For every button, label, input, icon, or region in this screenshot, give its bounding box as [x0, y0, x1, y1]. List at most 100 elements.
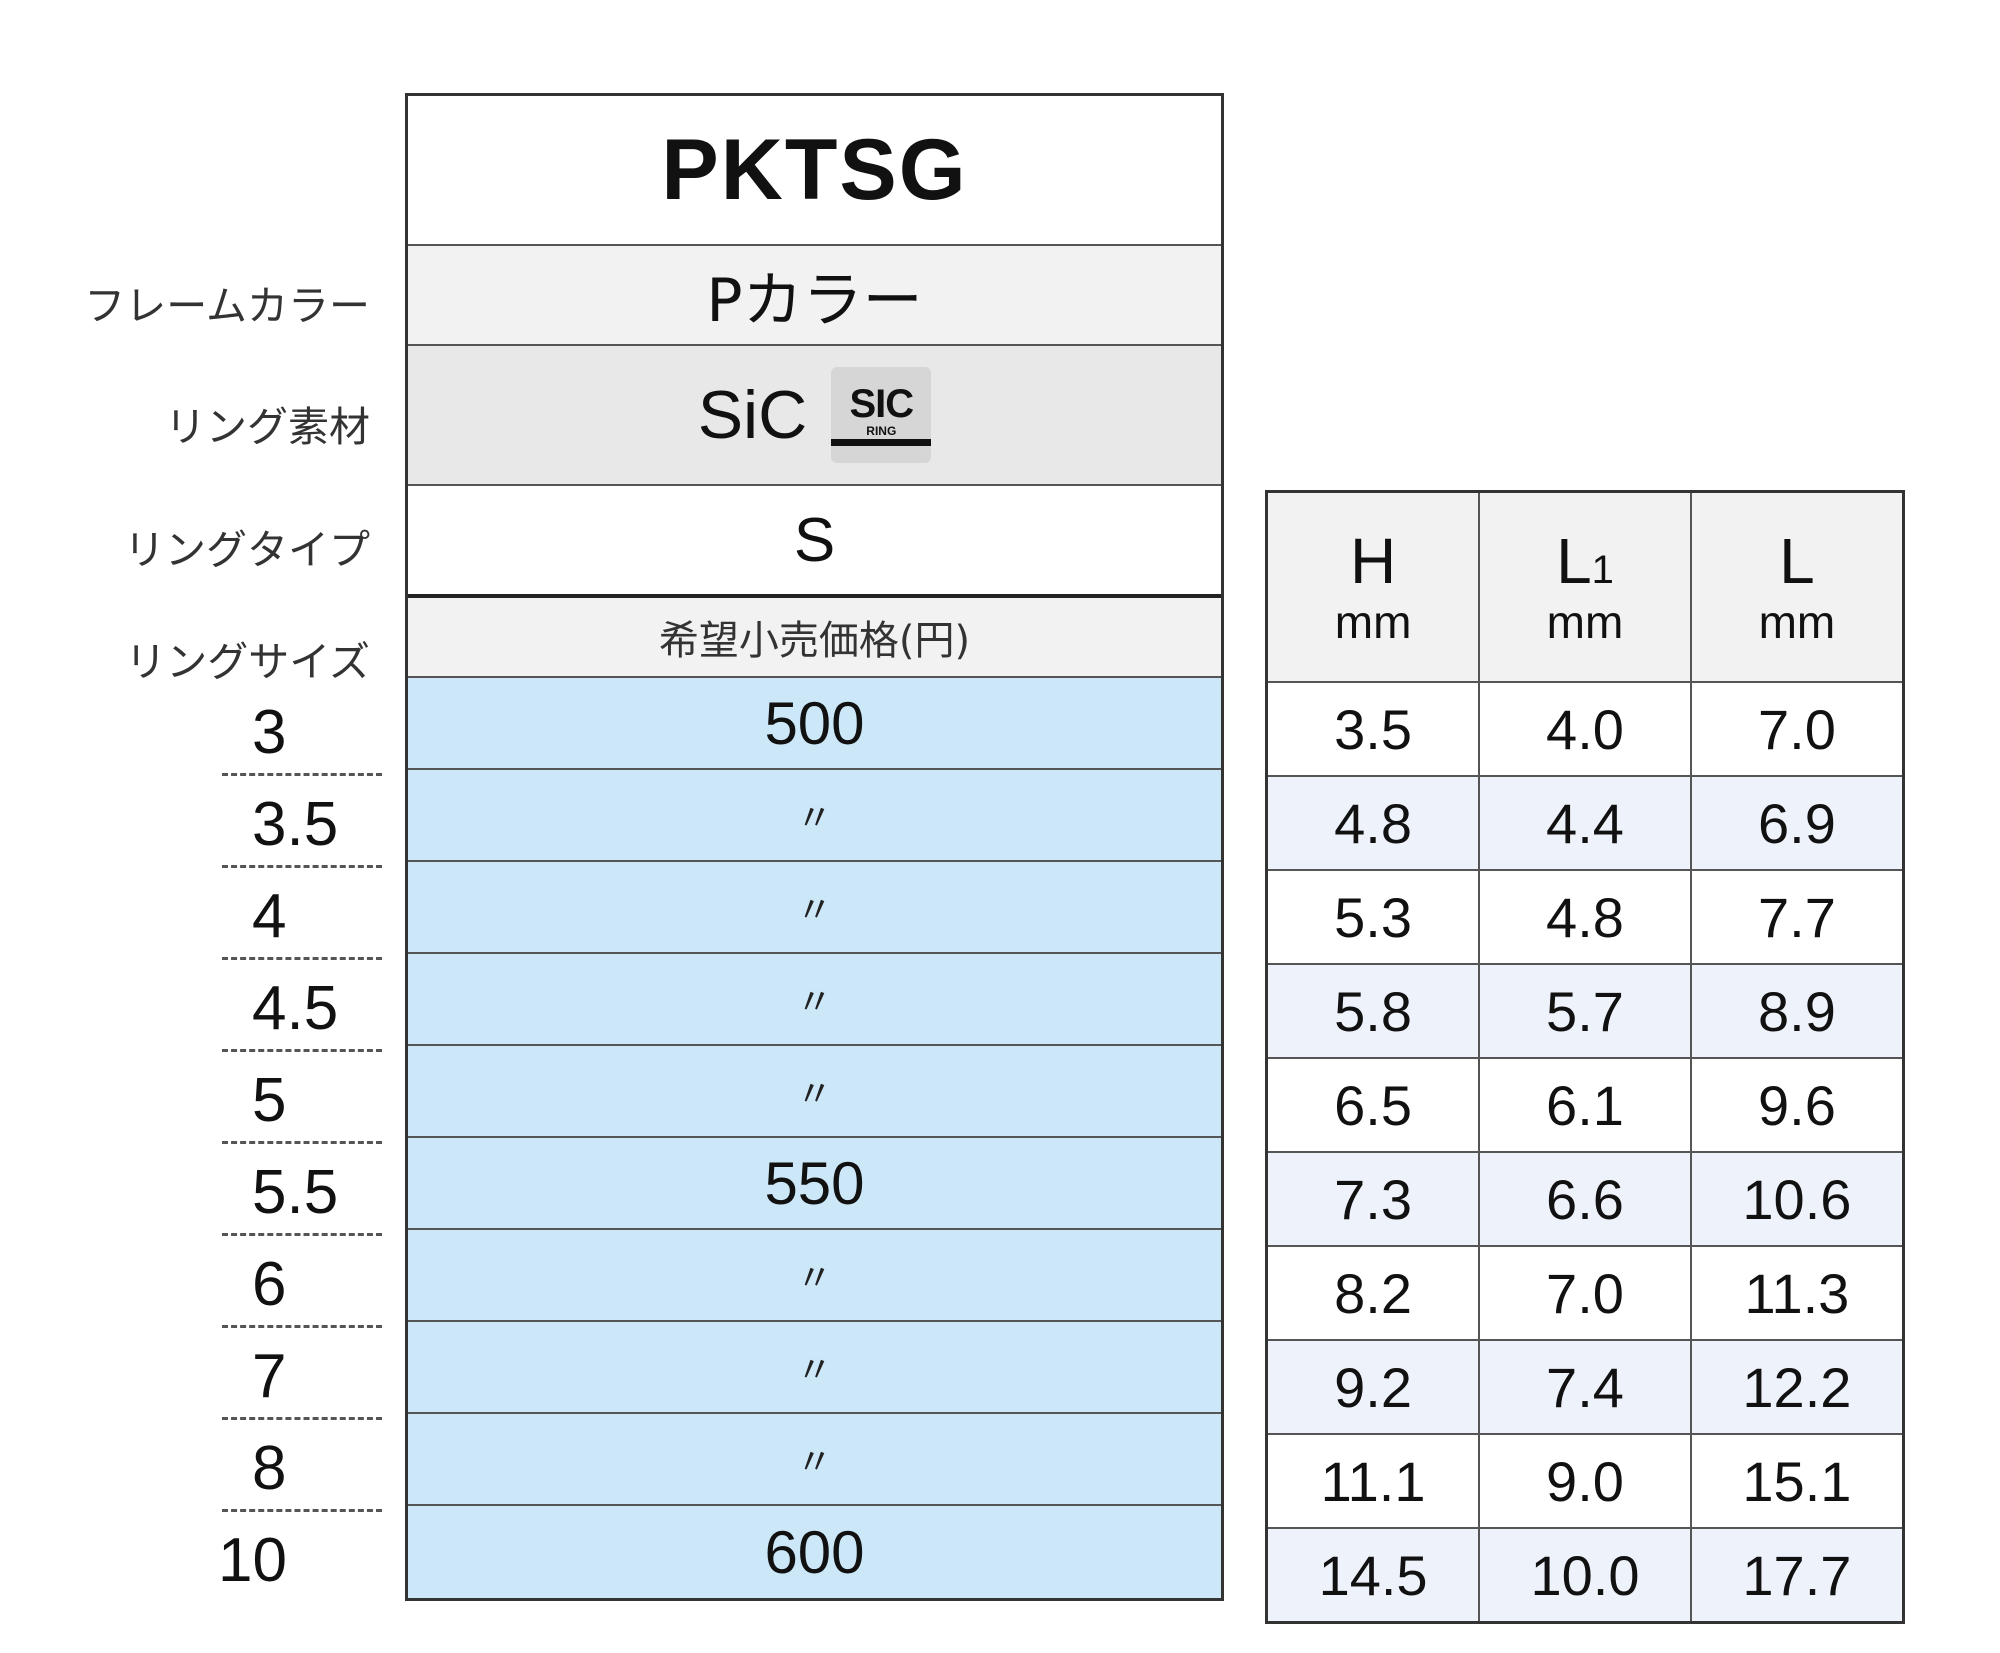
sic-ring-logo-icon: SIC RING: [831, 367, 932, 463]
dimension-cell: 17.7: [1689, 1527, 1905, 1624]
dimension-cell: 8.2: [1265, 1245, 1481, 1341]
table-row: 14.5 10.0 17.7: [1265, 1527, 1905, 1624]
size-divider: [222, 1417, 382, 1420]
dimension-cell: 4.8: [1478, 869, 1692, 965]
ditto-mark: 〃: [796, 1258, 833, 1299]
dimension-cell: 6.5: [1265, 1057, 1481, 1153]
size-divider: [222, 865, 382, 868]
label-ring-material: リング素材: [165, 403, 370, 451]
ditto-mark: 〃: [796, 798, 833, 839]
price-cell: 〃: [408, 770, 1221, 862]
sic-logo-subtext: RING: [866, 424, 897, 438]
dimension-header-name: L: [1779, 525, 1815, 597]
price-value: 500: [764, 689, 865, 757]
dimension-header-cell: L1 mm: [1478, 490, 1692, 683]
dimension-cell: 15.1: [1689, 1433, 1905, 1529]
dimension-cell: 9.0: [1478, 1433, 1692, 1529]
ring-size-label: 4: [252, 882, 287, 951]
price-cell: 〃: [408, 1414, 1221, 1506]
ring-size-label: 10: [218, 1526, 287, 1595]
price-value: 550: [764, 1149, 865, 1217]
size-divider: [222, 1325, 382, 1328]
dimension-cell: 3.5: [1265, 681, 1481, 777]
price-cell: 〃: [408, 954, 1221, 1046]
ring-size-label: 5.5: [252, 1158, 339, 1227]
size-divider: [222, 957, 382, 960]
price-value: 600: [764, 1518, 865, 1586]
dimension-cell: 11.3: [1689, 1245, 1905, 1341]
label-ring-type: リングタイプ: [124, 526, 370, 574]
dimension-header-unit: mm: [1334, 596, 1412, 648]
dimension-header-subscript: 1: [1591, 548, 1614, 592]
dimension-cell: 5.3: [1265, 869, 1481, 965]
dimension-cell: 5.7: [1478, 963, 1692, 1059]
table-row: 7.3 6.6 10.6: [1265, 1151, 1905, 1247]
dimension-cell: 8.9: [1689, 963, 1905, 1059]
label-ring-size: リングサイズ: [125, 638, 370, 686]
table-row: 5.3 4.8 7.7: [1265, 869, 1905, 965]
dimension-cell: 9.2: [1265, 1339, 1481, 1435]
price-table: PKTSG Pカラー SiC SIC RING S 希望小売価格(円) 500 〃…: [405, 93, 1224, 1601]
dimension-header-unit: mm: [1758, 596, 1836, 648]
price-rows: 500 〃〃〃〃 550 〃〃〃 600: [408, 678, 1221, 1598]
ring-size-label: 7: [252, 1342, 287, 1411]
dimension-cell: 12.2: [1689, 1339, 1905, 1435]
dimension-cell: 4.0: [1478, 681, 1692, 777]
dimension-cell: 7.0: [1478, 1245, 1692, 1341]
ditto-mark: 〃: [796, 890, 833, 931]
dimension-cell: 7.7: [1689, 869, 1905, 965]
dimension-cell: 6.1: [1478, 1057, 1692, 1153]
price-cell: 550: [408, 1138, 1221, 1230]
ring-type-value: S: [408, 486, 1221, 598]
table-row: 11.1 9.0 15.1: [1265, 1433, 1905, 1529]
label-frame-color: フレームカラー: [84, 282, 370, 330]
sic-logo-text: SIC: [849, 382, 914, 426]
ditto-mark: 〃: [796, 982, 833, 1023]
size-divider: [222, 1141, 382, 1144]
price-cell: 〃: [408, 1046, 1221, 1138]
ring-material-cell: SiC SIC RING: [408, 346, 1221, 486]
price-cell: 600: [408, 1506, 1221, 1598]
dimension-cell: 5.8: [1265, 963, 1481, 1059]
ring-size-label: 3.5: [252, 790, 339, 859]
dimension-body: 3.5 4.0 7.0 4.8 4.4 6.9 5.3 4.8 7.7 5.8 5.7 8.9 6.5 6…: [1265, 681, 1905, 1624]
table-row: 3.5 4.0 7.0: [1265, 681, 1905, 777]
price-cell: 〃: [408, 862, 1221, 954]
ditto-mark: 〃: [796, 1442, 833, 1483]
dimension-cell: 7.3: [1265, 1151, 1481, 1247]
table-row: 6.5 6.1 9.6: [1265, 1057, 1905, 1153]
dimension-header-name: H: [1349, 525, 1397, 597]
dimension-cell: 9.6: [1689, 1057, 1905, 1153]
dimension-cell: 10.0: [1478, 1527, 1692, 1624]
table-row: 4.8 4.4 6.9: [1265, 775, 1905, 871]
table-row: 5.8 5.7 8.9: [1265, 963, 1905, 1059]
ring-size-label: 4.5: [252, 974, 339, 1043]
price-header: 希望小売価格(円): [408, 598, 1221, 678]
dimension-cell: 4.8: [1265, 775, 1481, 871]
price-cell: 〃: [408, 1230, 1221, 1322]
dimension-cell: 10.6: [1689, 1151, 1905, 1247]
ring-material-value: SiC: [697, 377, 808, 453]
size-divider: [222, 773, 382, 776]
table-row: 8.2 7.0 11.3: [1265, 1245, 1905, 1341]
price-cell: 500: [408, 678, 1221, 770]
size-divider: [222, 1509, 382, 1512]
size-divider: [222, 1049, 382, 1052]
size-divider: [222, 1233, 382, 1236]
dimension-cell: 14.5: [1265, 1527, 1481, 1624]
dimension-cell: 7.4: [1478, 1339, 1692, 1435]
table-row: 9.2 7.4 12.2: [1265, 1339, 1905, 1435]
dimension-cell: 6.6: [1478, 1151, 1692, 1247]
dimension-header-unit: mm: [1546, 596, 1624, 648]
ditto-mark: 〃: [796, 1350, 833, 1391]
ring-size-label: 5: [252, 1066, 287, 1135]
ditto-mark: 〃: [796, 1074, 833, 1115]
ring-size-label: 6: [252, 1250, 287, 1319]
dimension-cell: 11.1: [1265, 1433, 1481, 1529]
dimension-cell: 6.9: [1689, 775, 1905, 871]
product-title: PKTSG: [408, 96, 1221, 246]
